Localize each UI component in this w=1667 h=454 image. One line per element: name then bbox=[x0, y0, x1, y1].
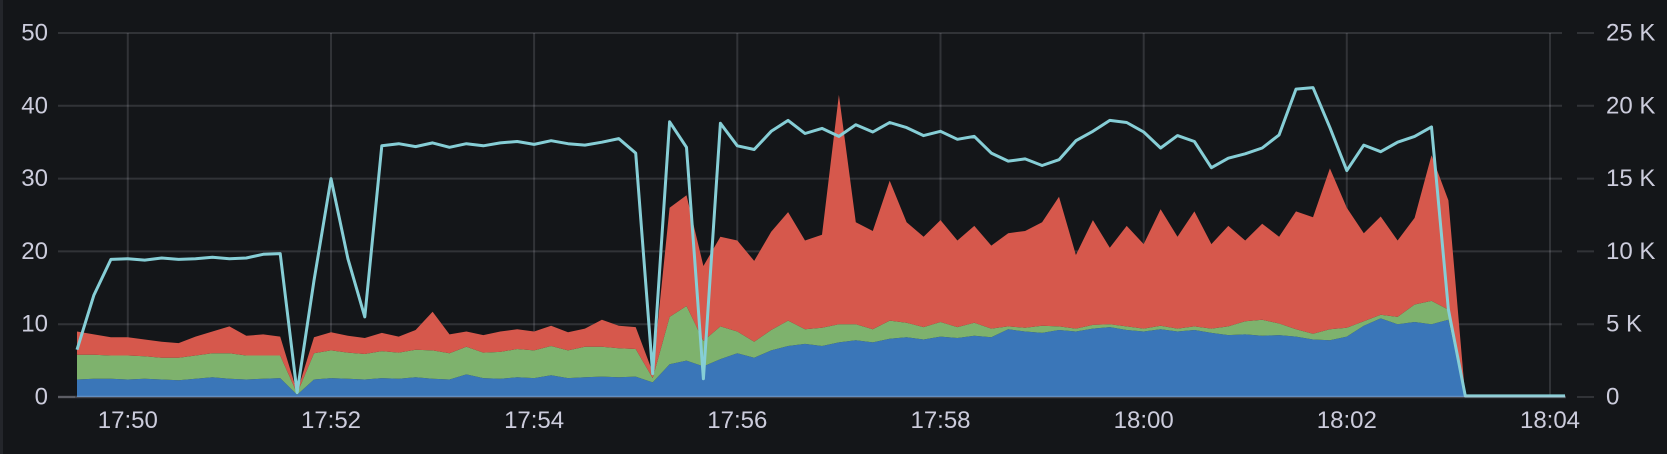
line-teal bbox=[75, 86, 1565, 398]
y-axis-labels-left: 0 10 20 30 40 50 bbox=[21, 20, 48, 411]
right-axis-tick-label: 25 K bbox=[1606, 20, 1655, 47]
stack-blue-area bbox=[77, 318, 1550, 397]
x-axis-tick-label: 17:56 bbox=[707, 407, 767, 434]
right-axis-tick-label: 0 bbox=[1606, 384, 1619, 411]
left-axis-tick-label: 20 bbox=[21, 238, 48, 265]
y-axis-labels-right: 0 5 K 10 K 15 K 20 K 25 K bbox=[1606, 20, 1655, 411]
x-axis-tick-label: 17:50 bbox=[98, 407, 158, 434]
x-axis-tick-label: 17:52 bbox=[301, 407, 361, 434]
line-series bbox=[75, 86, 1565, 398]
stack-green-area bbox=[77, 300, 1550, 397]
right-axis-tick-label: 20 K bbox=[1606, 92, 1655, 119]
left-axis-tick-label: 0 bbox=[35, 384, 48, 411]
left-axis-tick-label: 10 bbox=[21, 311, 48, 338]
stacked-areas bbox=[77, 94, 1550, 398]
left-axis-tick-label: 50 bbox=[21, 20, 48, 47]
right-axis-tick-label: 5 K bbox=[1606, 311, 1642, 338]
x-axis-tick-label: 18:02 bbox=[1317, 407, 1377, 434]
x-axis-labels: 17:50 17:52 17:54 17:56 17:58 18:00 18:02 18:04 bbox=[98, 407, 1580, 434]
right-axis-tick-label: 10 K bbox=[1606, 238, 1655, 265]
x-axis-tick-label: 17:58 bbox=[910, 407, 970, 434]
x-axis-tick-label: 18:04 bbox=[1520, 407, 1580, 434]
x-axis-tick-label: 18:00 bbox=[1114, 407, 1174, 434]
stack-red-area bbox=[77, 94, 1550, 398]
left-axis-tick-label: 30 bbox=[21, 165, 48, 192]
left-axis-tick-label: 40 bbox=[21, 92, 48, 119]
right-axis-tick-label: 15 K bbox=[1606, 165, 1655, 192]
plot-area[interactable] bbox=[75, 33, 1562, 397]
panel-left-edge bbox=[0, 0, 3, 454]
x-axis-tick-label: 17:54 bbox=[504, 407, 564, 434]
